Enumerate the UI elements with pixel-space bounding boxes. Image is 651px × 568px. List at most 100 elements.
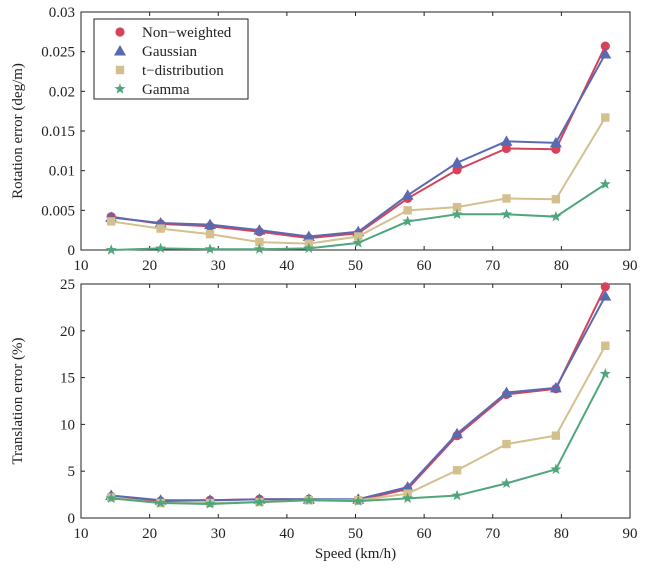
data-point-square: [551, 431, 561, 440]
translation-error-chart: 10 20 30 40 50 60 70 80 90 0 5 10 15 20 25 Translation …: [10, 277, 638, 562]
data-point-square: [205, 229, 215, 239]
series-line-square: [111, 345, 607, 505]
data-point-square: [156, 224, 165, 233]
data-point-triangle: [599, 48, 612, 59]
legend-marker-circle: [115, 27, 125, 37]
y-tick-label: 0.03: [49, 5, 75, 21]
data-point-circle: [600, 282, 610, 292]
rotation-error-chart: 10 20 30 40 50 60 70 80 90 0 0.005 0.01 0.015 0.02 0.0…: [10, 5, 638, 274]
data-point-star: [303, 242, 315, 254]
data-point-circle: [501, 143, 512, 154]
data-point-triangle: [401, 481, 414, 492]
data-point-triangle: [500, 135, 513, 146]
data-point-star: [599, 178, 611, 189]
data-point-triangle: [401, 189, 414, 200]
data-point-circle: [452, 165, 462, 175]
legend-marker-triangle: [114, 45, 126, 56]
x-tick-label: 80: [554, 258, 569, 274]
x-tick-label: 60: [417, 258, 432, 274]
data-point-star: [204, 498, 216, 509]
data-point-square: [601, 341, 610, 350]
x-tick-label: 50: [348, 258, 363, 274]
data-point-star: [402, 215, 414, 227]
data-point-star: [500, 208, 512, 219]
data-point-star: [105, 244, 117, 255]
data-point-square: [106, 217, 116, 226]
x-tick-label: 10: [74, 526, 89, 542]
data-point-star: [155, 242, 167, 254]
data-point-triangle: [549, 381, 562, 393]
plot-frame: [80, 283, 631, 519]
legend-label-square: t−distribution: [142, 63, 224, 79]
data-point-circle: [600, 41, 610, 51]
legend-label-star: Gamma: [142, 82, 190, 98]
data-point-square: [502, 439, 511, 449]
y-tick-label: 0.005: [41, 203, 75, 219]
x-tick-label: 20: [142, 526, 157, 542]
data-point-star: [599, 368, 611, 379]
y-tick-label: 0.015: [41, 124, 75, 140]
data-point-star: [402, 492, 414, 504]
x-tick-label: 80: [554, 526, 569, 542]
y-tick-label: 20: [60, 324, 75, 340]
x-tick-label: 30: [211, 526, 226, 542]
data-point-triangle: [302, 230, 315, 242]
data-point-square: [354, 232, 363, 241]
data-point-star: [550, 210, 562, 222]
series-line-circle: [111, 286, 607, 503]
data-point-triangle: [253, 224, 266, 235]
legend: Non−weighted Gaussian t−distribution Gamma: [93, 18, 249, 100]
data-point-star: [352, 495, 364, 506]
data-point-triangle: [451, 156, 464, 168]
data-point-star: [105, 492, 117, 504]
data-point-star: [352, 237, 364, 248]
x-tick-label: 40: [279, 258, 294, 274]
y-tick-label: 0.02: [49, 84, 75, 100]
x-tick-label: 10: [74, 258, 89, 274]
data-point-star: [550, 463, 562, 475]
data-point-triangle: [599, 290, 612, 301]
y-axis-label: Rotation error (deg/m): [10, 63, 26, 199]
y-tick-label: 25: [60, 277, 75, 293]
data-point-star: [451, 208, 463, 219]
x-tick-label: 40: [279, 526, 294, 542]
x-tick-label: 50: [348, 526, 363, 542]
x-tick-label: 20: [142, 258, 157, 274]
legend-label-circle: Non−weighted: [142, 25, 232, 41]
data-point-triangle: [204, 218, 217, 230]
data-point-star: [155, 497, 167, 508]
data-point-square: [403, 206, 412, 215]
data-point-star: [253, 496, 265, 507]
data-point-square: [551, 195, 561, 204]
x-tick-label: 70: [485, 526, 500, 542]
data-point-square: [452, 202, 462, 212]
x-tick-label: 90: [623, 526, 638, 542]
y-tick-label: 10: [60, 417, 75, 433]
data-point-square: [255, 237, 264, 247]
x-tick-label: 60: [417, 526, 432, 542]
x-tick-label: 30: [211, 258, 226, 274]
y-tick-label: 0: [68, 243, 76, 259]
y-tick-label: 0.025: [41, 45, 75, 61]
y-tick-label: 15: [60, 371, 75, 387]
series-line-triangle: [111, 295, 607, 502]
legend-marker-star: [114, 83, 126, 94]
data-point-triangle: [500, 386, 513, 398]
y-tick-label: 0: [68, 511, 76, 527]
data-point-star: [303, 494, 315, 505]
data-point-triangle: [549, 136, 562, 148]
data-point-star: [451, 489, 463, 501]
y-tick-label: 0.01: [49, 164, 75, 180]
y-tick-label: 5: [68, 464, 76, 480]
x-axis-label: Speed (km/h): [315, 546, 396, 562]
data-point-star: [500, 477, 512, 489]
y-axis-label: Translation error (%): [10, 338, 26, 465]
x-tick-label: 70: [485, 258, 500, 274]
x-tick-label: 90: [623, 258, 638, 274]
data-point-square: [601, 113, 610, 122]
data-point-square: [502, 194, 511, 203]
data-point-square: [452, 466, 462, 475]
data-point-star: [253, 243, 265, 254]
data-point-triangle: [451, 427, 464, 439]
